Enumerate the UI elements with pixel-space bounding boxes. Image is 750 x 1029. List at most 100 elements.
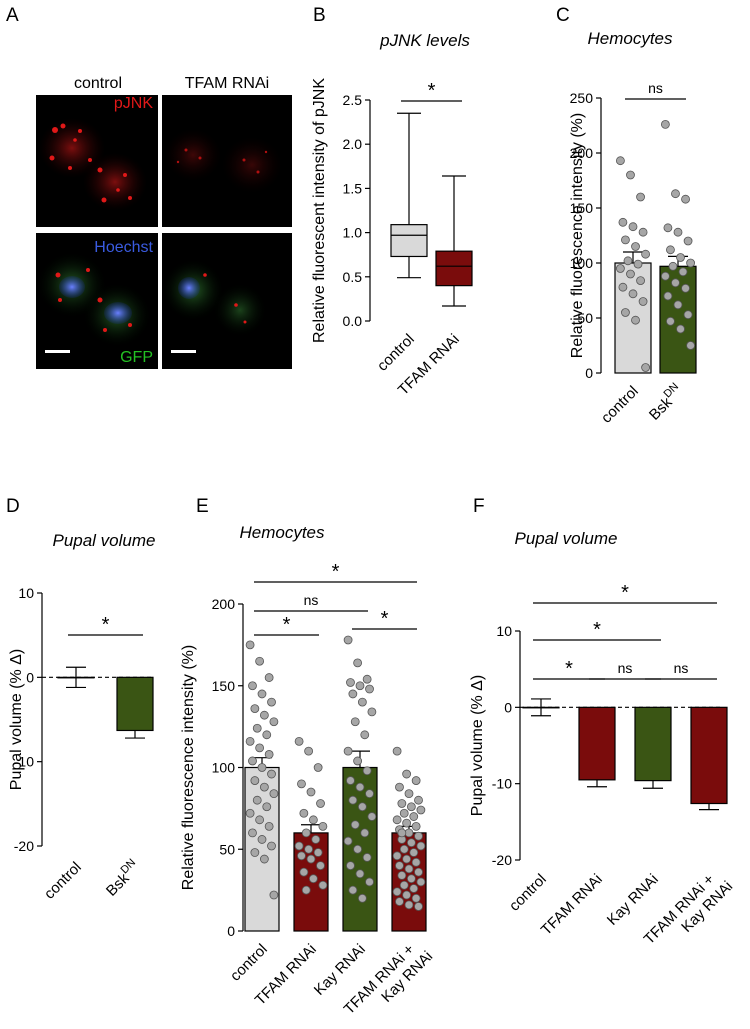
data-point bbox=[636, 276, 645, 286]
data-point bbox=[621, 308, 630, 317]
data-point bbox=[304, 746, 314, 756]
scale-bar bbox=[171, 350, 196, 353]
data-point bbox=[402, 769, 412, 779]
data-point bbox=[267, 841, 276, 851]
significance-label: * bbox=[428, 80, 436, 102]
data-point bbox=[360, 730, 370, 740]
data-point bbox=[245, 808, 255, 818]
bar bbox=[578, 706, 616, 781]
y-tick-label: 50 bbox=[577, 310, 593, 326]
data-point bbox=[621, 235, 630, 245]
data-point bbox=[360, 828, 370, 838]
data-point bbox=[686, 341, 695, 350]
data-point bbox=[406, 874, 416, 884]
data-point bbox=[411, 776, 421, 785]
data-point bbox=[673, 300, 683, 310]
significance-label: ns bbox=[618, 660, 633, 676]
y-tick-label: -10 bbox=[492, 776, 512, 792]
data-point bbox=[350, 717, 360, 727]
y-tick-label: -10 bbox=[14, 754, 34, 770]
significance-label: * bbox=[283, 614, 291, 636]
data-point bbox=[392, 815, 402, 825]
y-tick-label: 1.0 bbox=[343, 225, 363, 241]
panel-letter-b: B bbox=[313, 5, 326, 26]
data-point bbox=[397, 799, 407, 808]
data-point bbox=[666, 316, 675, 326]
significance-label: * bbox=[621, 582, 629, 604]
data-point bbox=[367, 707, 377, 717]
bar bbox=[634, 706, 672, 782]
y-tick-label: 0 bbox=[504, 699, 512, 715]
data-point bbox=[269, 789, 279, 799]
chart-title: Pupal volume bbox=[514, 529, 617, 548]
y-tick-label: 150 bbox=[212, 678, 236, 694]
chart-title: Hemocytes bbox=[239, 523, 325, 542]
data-point bbox=[306, 854, 316, 864]
data-point bbox=[392, 746, 402, 756]
data-point bbox=[308, 874, 318, 884]
data-point bbox=[311, 835, 321, 844]
y-tick-label: 200 bbox=[212, 596, 236, 612]
data-point bbox=[404, 900, 414, 910]
chart-title: Pupal volume bbox=[52, 531, 155, 550]
data-point bbox=[346, 861, 355, 870]
data-point bbox=[671, 278, 680, 288]
data-point bbox=[681, 283, 690, 293]
data-point bbox=[353, 844, 363, 854]
data-point bbox=[343, 635, 353, 645]
data-point bbox=[346, 678, 355, 687]
y-axis-label: Relative fluorescence intensity (%) bbox=[569, 113, 586, 358]
data-point bbox=[355, 681, 365, 691]
data-point bbox=[402, 818, 412, 828]
category-label: control bbox=[374, 331, 418, 375]
data-point bbox=[616, 156, 625, 166]
data-point bbox=[414, 831, 423, 841]
data-point bbox=[399, 808, 409, 818]
data-point bbox=[259, 782, 269, 792]
data-point bbox=[626, 269, 635, 279]
data-point bbox=[416, 805, 426, 815]
data-point bbox=[248, 681, 257, 691]
bar bbox=[116, 676, 154, 732]
data-point bbox=[618, 217, 628, 227]
data-point bbox=[676, 324, 685, 334]
data-point bbox=[348, 689, 358, 699]
category-label: control bbox=[227, 941, 271, 985]
data-point bbox=[313, 848, 323, 857]
data-point bbox=[316, 861, 325, 870]
data-point bbox=[301, 828, 311, 838]
data-point bbox=[666, 245, 675, 255]
data-point bbox=[678, 267, 688, 277]
data-point bbox=[681, 194, 690, 204]
data-point bbox=[663, 223, 673, 233]
data-point bbox=[406, 802, 416, 812]
data-point bbox=[416, 841, 426, 851]
data-point bbox=[257, 835, 267, 844]
significance-label: * bbox=[102, 614, 110, 636]
data-point bbox=[367, 812, 377, 821]
data-point bbox=[686, 258, 695, 268]
data-point bbox=[402, 854, 412, 864]
data-point bbox=[673, 227, 683, 237]
chart-d-pupal-volume: -20 -10 0 10 Pupal volume (% Δ) Pupal volume c… bbox=[8, 531, 156, 903]
data-point bbox=[245, 736, 255, 746]
category-label-line: control bbox=[506, 871, 550, 915]
data-point bbox=[402, 890, 412, 900]
data-point bbox=[671, 189, 680, 199]
chart-f-pupal-volume: -20 -10 0 10 Pupal volume (% Δ) Pupal volume c… bbox=[469, 529, 736, 948]
data-point bbox=[257, 689, 267, 699]
data-point bbox=[618, 282, 628, 292]
significance-label: * bbox=[593, 619, 601, 641]
data-point bbox=[628, 289, 638, 299]
data-point bbox=[301, 885, 311, 895]
data-point bbox=[269, 717, 279, 727]
data-point bbox=[357, 802, 367, 812]
data-point bbox=[255, 743, 265, 753]
y-tick-label: 0 bbox=[26, 669, 34, 685]
column-label-tfam: TFAM RNAi bbox=[185, 75, 269, 92]
category-label: BskDN bbox=[101, 857, 144, 900]
y-tick-label: 50 bbox=[219, 841, 235, 857]
data-point bbox=[414, 867, 423, 877]
category-label: control bbox=[41, 859, 85, 903]
